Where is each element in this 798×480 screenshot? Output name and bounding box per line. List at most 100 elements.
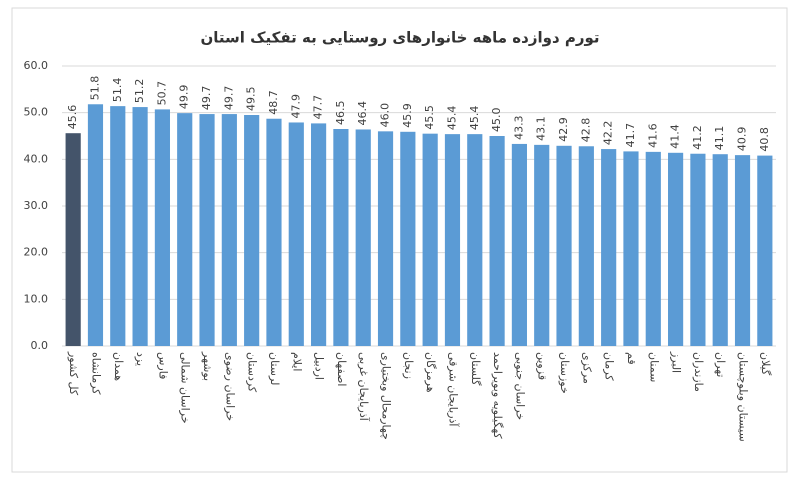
value-label: 45.5: [423, 105, 436, 130]
x-tick-label: هرمزگان: [424, 352, 437, 393]
value-label: 46.4: [356, 101, 369, 126]
x-tick-label: فارس: [156, 352, 169, 379]
value-label: 42.9: [557, 117, 570, 142]
bar: [400, 131, 416, 346]
value-label: 43.3: [512, 115, 525, 140]
value-label: 51.4: [111, 78, 124, 103]
value-label: 41.4: [669, 124, 682, 149]
value-label: 42.8: [579, 118, 592, 143]
bar: [87, 104, 104, 347]
x-tick-label: لرستان: [268, 352, 281, 385]
x-tick-label: کهگیلویه وبویراحمد: [491, 352, 504, 439]
bar: [668, 152, 684, 346]
x-tick-label: خوزستان: [558, 352, 571, 394]
value-label: 49.9: [178, 85, 191, 110]
value-label: 40.8: [758, 127, 771, 152]
x-tick-label: اصفهان: [335, 352, 348, 386]
bar: [757, 155, 773, 346]
chart-title: تورم دوازده ماهه خانوارهای روستایی به تف…: [200, 29, 599, 47]
y-tick-label: 40.0: [24, 152, 49, 165]
value-label: 45.4: [468, 106, 481, 131]
x-tick-label: تهران: [714, 352, 727, 377]
x-tick-label: کردستان: [246, 352, 259, 393]
value-label: 51.8: [88, 76, 101, 101]
bar: [534, 144, 550, 346]
value-label: 41.2: [691, 125, 704, 150]
value-label: 41.1: [713, 126, 726, 151]
y-tick-label: 0.0: [31, 339, 49, 352]
bar: [355, 129, 371, 346]
x-tick-label: یزد: [134, 352, 147, 366]
x-tick-label: خراسان شمالی: [179, 352, 192, 424]
value-label: 42.2: [602, 121, 615, 146]
x-tick-label: خراسان جنوبی: [513, 352, 526, 420]
bar: [154, 109, 170, 347]
bar: [645, 151, 661, 346]
bar: [333, 129, 349, 346]
y-tick-label: 50.0: [24, 106, 49, 119]
bar: [578, 146, 594, 346]
x-tick-label: ایلام: [290, 352, 303, 372]
y-tick-label: 20.0: [24, 246, 49, 259]
bar: [623, 151, 639, 346]
value-label: 41.7: [624, 123, 637, 148]
y-tick-label: 10.0: [24, 292, 49, 305]
value-label: 45.0: [490, 108, 503, 133]
bar: [734, 155, 751, 346]
x-tick-label: کل کشور: [67, 351, 80, 396]
bar: [712, 154, 728, 346]
bar: [422, 133, 438, 346]
value-label: 45.4: [445, 106, 458, 131]
x-tick-label: همدان: [112, 352, 125, 381]
x-tick-label: خراسان رضوی: [223, 352, 236, 421]
bar: [110, 106, 126, 346]
bar: [266, 118, 282, 346]
x-tick-label: سمنان: [647, 352, 660, 382]
value-label: 41.6: [646, 123, 659, 148]
x-tick-label: آذربایجان شرقی: [446, 352, 460, 427]
x-tick-label: مازندران: [692, 352, 705, 392]
value-label: 46.0: [379, 103, 392, 128]
value-label: 45.6: [66, 105, 79, 130]
x-tick-label: کرمان: [603, 352, 616, 381]
value-label: 49.5: [245, 87, 258, 112]
bar: [467, 134, 483, 346]
x-tick-label: البرز: [670, 351, 683, 373]
x-tick-label: سیستان وبلوچستان: [737, 352, 750, 442]
value-label: 46.5: [334, 101, 347, 126]
bar: [511, 143, 527, 346]
bar: [221, 114, 237, 346]
value-label: 43.1: [535, 116, 548, 141]
x-tick-label: آذربایجان غربی: [357, 352, 371, 422]
value-label: 47.7: [312, 95, 325, 120]
x-tick-label: قم: [625, 352, 638, 365]
x-tick-label: اردبیل: [313, 352, 326, 380]
bar: [288, 122, 304, 346]
bar: [489, 136, 505, 346]
value-label: 40.9: [736, 127, 749, 152]
x-tick-label: زنجان: [402, 352, 415, 379]
value-label: 51.2: [133, 79, 146, 104]
bar: [244, 115, 260, 346]
value-label: 48.7: [267, 90, 280, 115]
bar: [65, 133, 81, 346]
x-tick-label: قزوین: [536, 352, 549, 380]
value-label: 50.7: [155, 81, 168, 106]
x-tick-label: کرمانشاه: [89, 352, 102, 395]
bar: [444, 134, 461, 346]
bar: [556, 145, 572, 346]
bar: [601, 149, 617, 346]
value-label: 47.9: [289, 94, 302, 119]
x-tick-label: گیلان: [759, 352, 772, 376]
x-tick-label: بوشهر: [201, 351, 214, 381]
bar: [199, 114, 215, 346]
bar: [377, 131, 394, 346]
value-label: 49.7: [222, 86, 235, 111]
y-tick-label: 30.0: [24, 199, 49, 212]
bar: [690, 153, 706, 346]
x-tick-label: گلستان: [469, 352, 482, 386]
x-tick-label: مرکزی: [580, 352, 593, 384]
value-label: 49.7: [200, 86, 213, 111]
value-label: 45.9: [401, 103, 414, 128]
